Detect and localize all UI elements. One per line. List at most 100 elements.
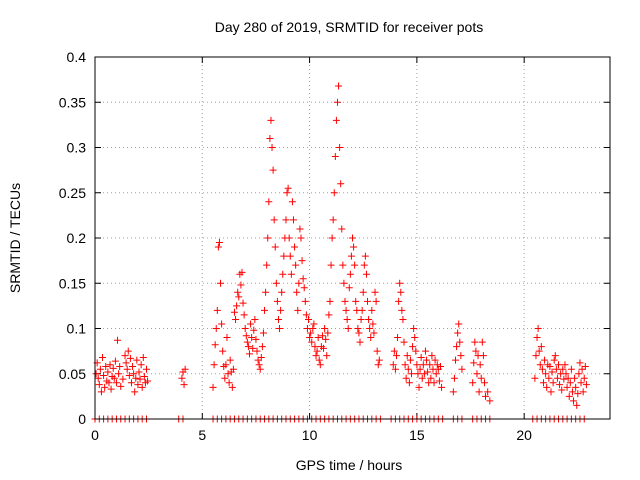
data-point [548, 368, 556, 376]
data-point [96, 365, 104, 373]
data-point [97, 388, 105, 396]
data-point [273, 297, 281, 305]
data-point [140, 372, 148, 380]
data-point [252, 335, 260, 343]
data-point [278, 288, 286, 296]
data-point [542, 370, 550, 378]
data-point [100, 372, 108, 380]
data-point [401, 361, 409, 369]
data-point [469, 379, 477, 387]
data-point [228, 383, 236, 391]
data-point [283, 189, 291, 197]
data-point [568, 388, 576, 396]
data-point [102, 363, 110, 371]
data-point [318, 332, 326, 340]
data-point [336, 144, 344, 151]
data-point [470, 359, 478, 367]
data-point [559, 365, 567, 373]
data-point [121, 352, 129, 360]
data-point [400, 338, 408, 346]
data-point [327, 261, 335, 269]
data-point [123, 365, 131, 373]
data-point [394, 334, 402, 342]
data-point [229, 365, 237, 373]
data-point [302, 311, 310, 319]
data-point [219, 347, 227, 355]
data-point [248, 334, 256, 342]
data-point [338, 225, 346, 233]
data-point [341, 297, 349, 305]
data-point [531, 374, 539, 382]
data-point [449, 388, 457, 396]
data-point [345, 284, 353, 292]
data-point [541, 356, 549, 364]
y-tick-label: 0.1 [67, 321, 87, 337]
data-point [410, 325, 418, 332]
data-point [366, 325, 374, 332]
data-point [421, 347, 429, 355]
data-point [543, 383, 551, 391]
data-point [396, 279, 404, 287]
data-point [279, 270, 287, 278]
data-point [417, 353, 425, 361]
data-point [332, 116, 340, 124]
data-point [232, 315, 240, 323]
data-point [213, 306, 221, 314]
data-point [274, 315, 282, 323]
data-point [264, 234, 272, 242]
data-point [432, 370, 440, 378]
data-point [295, 279, 303, 287]
data-point [277, 306, 285, 314]
data-point [314, 334, 322, 342]
data-point [547, 388, 555, 396]
data-point [433, 361, 441, 369]
data-point [298, 257, 306, 265]
data-point [282, 216, 290, 224]
data-point [409, 343, 417, 351]
data-point [390, 347, 398, 355]
x-tick-label: 0 [91, 427, 99, 443]
data-point [389, 361, 397, 369]
data-point [480, 379, 488, 387]
data-point [450, 374, 458, 382]
data-point [266, 134, 274, 142]
data-point [482, 392, 490, 400]
data-point [180, 381, 188, 389]
data-point [582, 381, 590, 389]
data-point [94, 374, 102, 382]
data-point [430, 379, 438, 387]
data-point [126, 354, 134, 362]
data-point [288, 198, 296, 206]
data-point [253, 347, 261, 355]
data-point [280, 252, 288, 260]
data-point [438, 383, 446, 391]
data-point [124, 347, 132, 355]
data-point [391, 365, 399, 373]
data-point [413, 361, 421, 369]
data-point [323, 352, 331, 360]
data-point [316, 361, 324, 369]
data-point [223, 334, 231, 342]
data-point [222, 361, 230, 369]
y-tick-label: 0.05 [59, 366, 86, 382]
data-point [561, 361, 569, 369]
data-point [320, 344, 328, 352]
data-point [315, 356, 323, 364]
data-point [294, 306, 302, 314]
data-point [405, 379, 413, 387]
data-point [570, 397, 578, 405]
data-point [408, 370, 416, 378]
data-point [354, 325, 362, 332]
data-point [258, 343, 266, 351]
y-axis-title: SRMTID / TECUs [7, 183, 23, 293]
data-point [137, 361, 145, 369]
data-point [346, 270, 354, 278]
data-point [212, 325, 220, 332]
data-point [105, 379, 113, 387]
x-axis-title: GPS time / hours [296, 457, 403, 473]
data-point [95, 381, 103, 389]
data-point [261, 306, 269, 314]
data-point [133, 356, 141, 364]
data-point [572, 383, 580, 391]
